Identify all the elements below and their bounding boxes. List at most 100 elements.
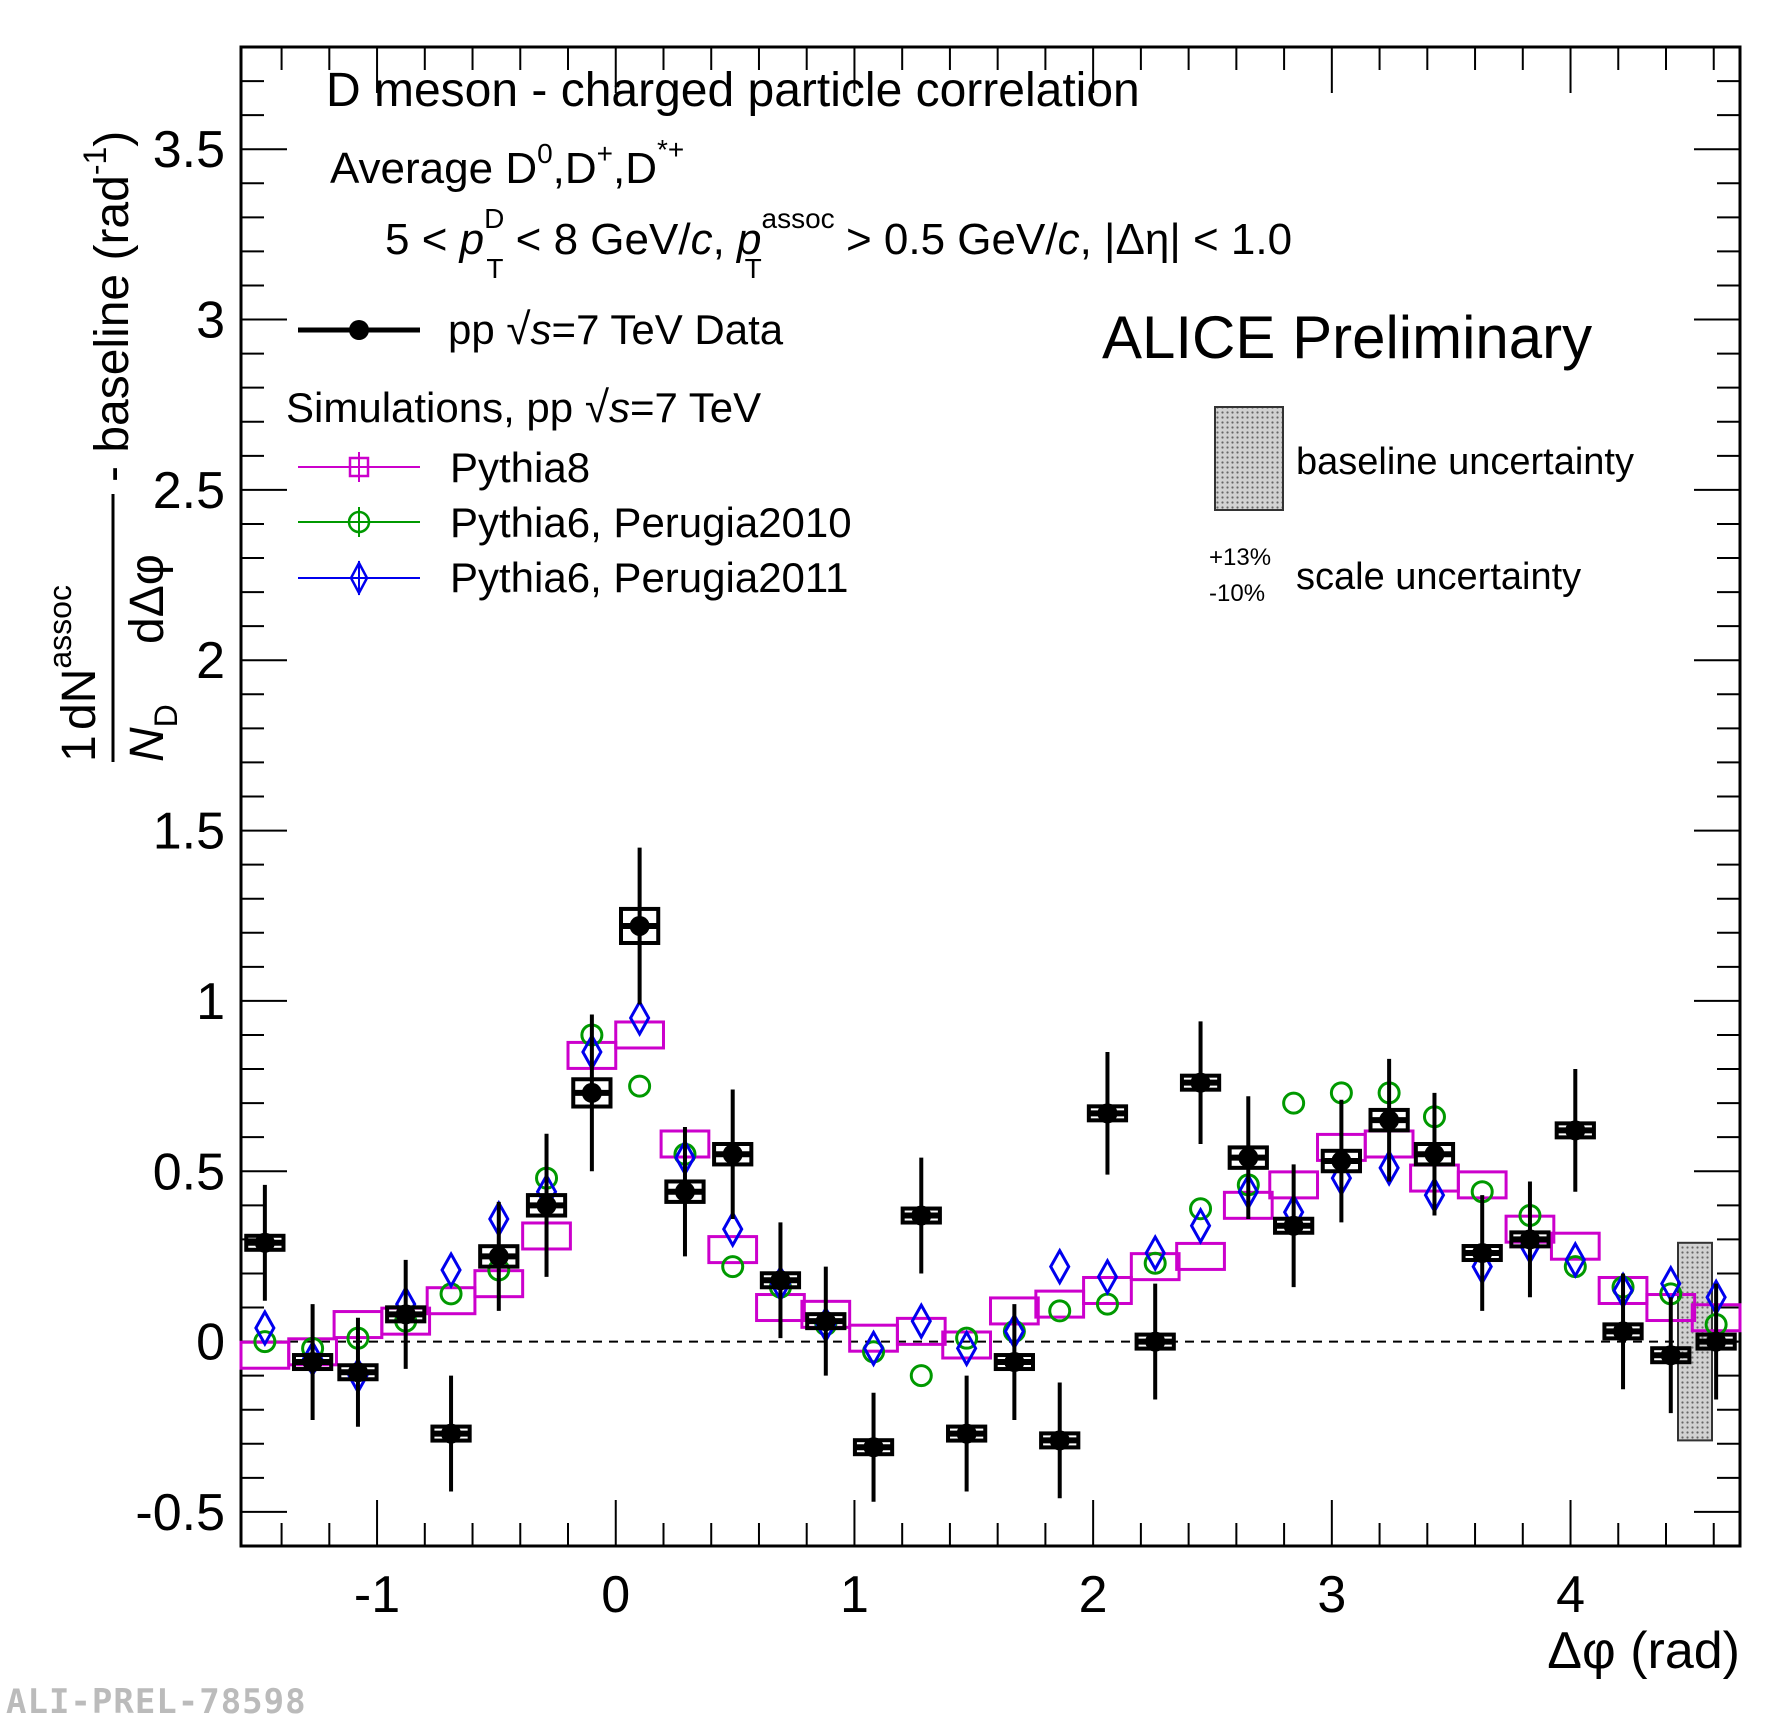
data-point <box>770 1270 791 1291</box>
y-tick-label: 2.5 <box>153 462 225 520</box>
perugia2010-point <box>721 1255 745 1279</box>
perugia2011-point <box>1564 1240 1587 1279</box>
perugia2011-point <box>1049 1247 1071 1286</box>
perugia2011-point <box>1144 1233 1166 1273</box>
data-point <box>1331 1151 1352 1172</box>
data-point <box>722 1144 743 1165</box>
perugia2011-point <box>1096 1257 1119 1296</box>
series-layer <box>239 847 1742 1502</box>
series-pythia8 <box>239 1020 1742 1370</box>
y-tick-label: 3.5 <box>153 121 225 179</box>
y-tick-label: 1.5 <box>153 803 225 861</box>
pythia8-point <box>1549 1231 1601 1261</box>
y-tick-labels: -0.5 0 0.5 1 1.5 2 2.5 3 3.5 <box>135 121 225 1542</box>
y-title-numerator-dn: dNassoc <box>42 585 106 730</box>
perugia2011-point <box>1378 1148 1400 1187</box>
legend-scale-label: scale uncertainty <box>1296 556 1581 598</box>
data-point <box>1565 1120 1586 1141</box>
pythia8-point <box>614 1020 665 1050</box>
x-axis-title: Δφ (rad) <box>1547 1622 1740 1680</box>
kinematic-cuts: 5 < pD T < 8 GeV/c, passoc T > 0.5 GeV/c, … <box>385 203 1292 284</box>
pythia8-point <box>1082 1275 1133 1305</box>
data-point <box>1660 1345 1681 1366</box>
y-tick-label: 0 <box>196 1314 225 1372</box>
data-point <box>1190 1072 1211 1093</box>
perugia2011-point <box>1189 1206 1212 1245</box>
legend-sim-header: Simulations, pp √s=7 TeV <box>286 383 761 432</box>
x-tick-label: 0 <box>601 1566 630 1624</box>
data-point <box>347 1362 368 1383</box>
data-point <box>1519 1229 1540 1250</box>
data-point <box>674 1181 695 1202</box>
data-point <box>1424 1144 1445 1165</box>
pythia8-point <box>941 1330 993 1360</box>
figure-id: ALI-PREL-78598 <box>6 1682 307 1722</box>
x-tick-label: 3 <box>1317 1566 1346 1624</box>
legend: pp √s=7 TeV Data Simulations, pp √s=7 Te… <box>286 305 1634 607</box>
legend-data-marker <box>349 320 369 340</box>
perugia2010-point <box>1048 1299 1072 1323</box>
data-point <box>395 1304 416 1325</box>
data-point <box>441 1423 462 1444</box>
legend-baseline-box <box>1214 406 1284 511</box>
data-point <box>1049 1430 1070 1451</box>
legend-perugia2010-label: Pythia6, Perugia2010 <box>450 499 852 546</box>
pythia8-point <box>848 1323 899 1353</box>
pythia8-point <box>425 1286 477 1316</box>
perugia2010-point <box>1143 1251 1167 1275</box>
perugia2011-point <box>862 1329 885 1368</box>
axis-ticks <box>241 46 1740 1547</box>
data-point <box>488 1246 509 1267</box>
data-point <box>815 1311 836 1332</box>
data-point <box>1097 1103 1118 1124</box>
perugia2010-point <box>1189 1197 1213 1221</box>
legend-perugia2011-label: Pythia6, Perugia2011 <box>450 554 849 601</box>
data-point <box>536 1195 557 1216</box>
x-tick-label: -1 <box>354 1566 400 1624</box>
legend-data-label: pp √s=7 TeV Data <box>448 305 784 354</box>
data-point <box>1613 1321 1634 1342</box>
y-title-denominator-dphi: dΔφ <box>121 554 174 644</box>
data-point <box>1283 1215 1304 1236</box>
perugia2011-point <box>910 1302 932 1341</box>
x-tick-label: 2 <box>1079 1566 1108 1624</box>
pythia8-point <box>895 1316 947 1346</box>
data-point <box>1238 1147 1259 1168</box>
data-point <box>1472 1243 1493 1264</box>
data-point <box>302 1352 323 1373</box>
series-data <box>244 847 1737 1502</box>
data-point <box>956 1423 977 1444</box>
data-point <box>1379 1110 1400 1131</box>
legend-baseline-label: baseline uncertainty <box>1296 441 1634 483</box>
perugia2011-point <box>628 998 651 1038</box>
pythia8-point <box>1034 1289 1086 1319</box>
legend-scale-down: -10% <box>1209 580 1265 607</box>
y-tick-label: 0.5 <box>153 1143 225 1201</box>
data-point <box>863 1437 884 1458</box>
y-axis-title: 1 dNassoc ND dΔφ - baseline (rad-1) <box>42 131 184 762</box>
average-subtitle: Average D0,D+,D*+ <box>330 134 684 193</box>
data-point <box>911 1205 932 1226</box>
perugia2010-point <box>628 1074 652 1098</box>
perugia2010-point <box>253 1330 277 1354</box>
y-title-rest: - baseline (rad-1) <box>77 131 139 482</box>
pythia8-point <box>1456 1170 1508 1200</box>
pythia8-point <box>707 1235 759 1265</box>
data-point <box>1706 1331 1727 1352</box>
legend-pythia8-label: Pythia8 <box>450 444 590 491</box>
data-point <box>581 1082 602 1103</box>
perugia2010-point <box>1282 1091 1306 1115</box>
perugia2011-point <box>440 1250 462 1290</box>
y-tick-label: 1 <box>196 973 225 1031</box>
perugia2010-point <box>909 1364 933 1388</box>
data-point <box>254 1232 275 1253</box>
x-tick-labels: -1012345 <box>354 1566 1585 1624</box>
perugia2010-point <box>955 1326 979 1350</box>
x-tick-label: 4 <box>1556 1566 1585 1624</box>
y-title-numerator-one: 1 <box>53 735 106 762</box>
perugia2011-point <box>955 1329 978 1368</box>
y-title-denominator-nd: ND <box>121 704 184 762</box>
data-point <box>1004 1352 1025 1373</box>
perugia2011-point <box>254 1308 276 1348</box>
